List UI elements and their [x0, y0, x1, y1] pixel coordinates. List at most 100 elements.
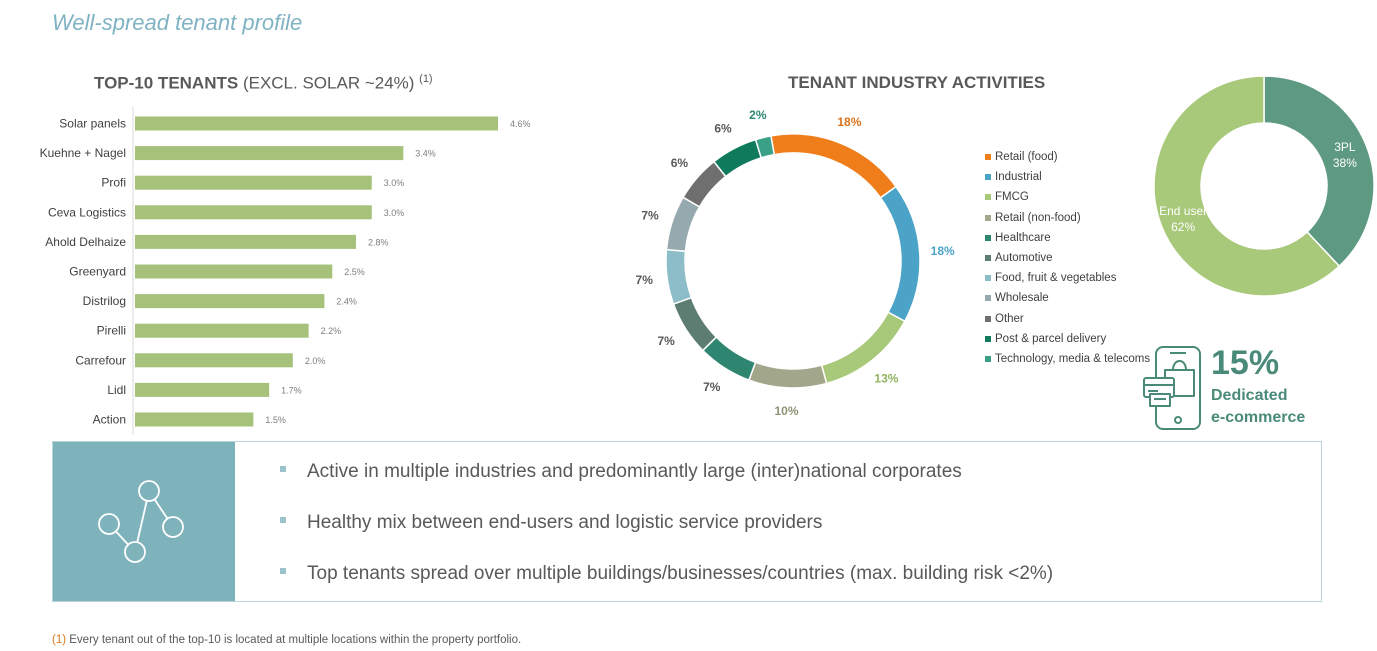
bar-chart-title: TOP-10 TENANTS (EXCL. SOLAR ~24%) (1): [94, 73, 433, 94]
donut-slice: [1153, 75, 1341, 297]
legend-item: Wholesale: [985, 288, 1150, 308]
donut-slice: [672, 296, 718, 352]
bar-category-label: Ahold Delhaize: [45, 235, 126, 249]
donut-slice-label: 13%: [874, 371, 898, 385]
bar-value-label: 3.4%: [415, 149, 436, 159]
bullet-marker: [280, 465, 286, 472]
donut-slice: [747, 361, 828, 389]
legend-label: Healthcare: [995, 231, 1051, 244]
legend-label: Automotive: [995, 252, 1053, 265]
legend-label: Technology, media & telecoms: [995, 352, 1151, 365]
bar-category-label: Lidl: [107, 383, 126, 397]
legend-swatch: [985, 355, 991, 362]
legend-item: Technology, media & telecoms: [985, 349, 1150, 369]
bar-value-label: 2.5%: [344, 267, 365, 277]
legend-swatch: [985, 154, 991, 161]
donut-slice: [879, 185, 921, 323]
highlights-icon-panel: [53, 442, 235, 601]
bar: [135, 146, 404, 161]
page-title: Well-spread tenant profile: [52, 10, 303, 35]
bar-value-label: 2.4%: [336, 297, 357, 307]
bar: [135, 294, 325, 309]
highlight-bullet: Active in multiple industries and predom…: [280, 461, 962, 483]
ecommerce-percent: 15%: [1211, 344, 1280, 382]
bar-category-label: Greenyard: [69, 265, 126, 279]
legend-label: Post & parcel delivery: [995, 332, 1107, 345]
ecommerce-label-line2: e-commerce: [1211, 409, 1306, 426]
legend-swatch: [985, 295, 991, 302]
bar: [135, 382, 270, 397]
top-tenants-bar-chart: Solar panels 4.6% Kuehne + Nagel 3.4% Profi 3…: [40, 107, 531, 435]
legend-swatch: [985, 194, 991, 201]
donut-slice: [665, 248, 693, 305]
industry-donut-chart: 18% 18% 13% 10% 7% 7% 7% 7% 6% 6% 2%: [636, 108, 955, 418]
highlight-text: Top tenants spread over multiple buildin…: [307, 563, 1054, 584]
bar-value-label: 2.8%: [368, 237, 389, 247]
bar-value-label: 3.0%: [384, 178, 405, 188]
legend-label: Wholesale: [995, 292, 1049, 305]
donut-slice-label: 2%: [749, 108, 767, 122]
bar-value-label: 4.6%: [510, 119, 531, 129]
donut-slice-label: 7%: [703, 380, 721, 394]
donut-slice-label: 7%: [636, 273, 654, 287]
donut-slice: [754, 135, 776, 159]
bar: [135, 264, 333, 279]
legend-swatch: [985, 214, 991, 221]
ecommerce-label-line1: Dedicated: [1211, 387, 1288, 404]
legend-item: Food, fruit & vegetables: [985, 268, 1150, 288]
donut-slice: [665, 196, 701, 253]
legend-label: FMCG: [995, 191, 1029, 204]
footnote-mark: (1): [52, 634, 67, 646]
donut-slice-label: 18%: [931, 244, 955, 258]
legend-item: Post & parcel delivery: [985, 329, 1150, 349]
donut-slice-label: 38%: [1333, 156, 1357, 170]
legend-swatch: [985, 275, 991, 282]
footnote-text: Every tenant out of the top-10 is locate…: [66, 634, 522, 646]
donut-slice: [770, 133, 897, 199]
donut-slice-name: 3PL: [1334, 140, 1356, 154]
legend-item: FMCG: [985, 187, 1150, 207]
bar-category-label: Carrefour: [75, 353, 126, 367]
donut-slice-label: 62%: [1171, 220, 1195, 234]
bar: [135, 205, 372, 220]
bar: [135, 353, 293, 368]
donut-slice-label: 6%: [671, 156, 689, 170]
donut-slice: [712, 138, 763, 178]
industry-legend: Retail (food) Industrial FMCG Retail (non-f…: [985, 147, 1150, 369]
donut-slice-label: 7%: [641, 209, 659, 223]
legend-item: Healthcare: [985, 228, 1150, 248]
bar: [135, 412, 254, 427]
bar-chart-title-footnote-mark: (1): [419, 73, 433, 85]
legend-label: Other: [995, 312, 1024, 325]
bar-chart-title-light: (EXCL. SOLAR ~24%): [238, 73, 420, 93]
donut-slice-label: 7%: [658, 334, 676, 348]
bar: [135, 175, 372, 190]
donut-chart-title: TENANT INDUSTRY ACTIVITIES: [788, 73, 1046, 92]
bar-category-label: Distrilog: [83, 294, 126, 308]
donut-slice-label: 18%: [837, 115, 861, 129]
highlights-box: [52, 441, 1322, 602]
legend-item: Industrial: [985, 167, 1150, 187]
donut-slice-label: 6%: [714, 121, 732, 135]
bar-category-label: Action: [93, 413, 126, 427]
bar-value-label: 2.2%: [321, 326, 342, 336]
legend-swatch: [985, 335, 991, 342]
footnote: (1) Every tenant out of the top-10 is lo…: [52, 634, 521, 646]
enduser-3pl-donut-chart: 3PL 38% End user 62%: [1153, 75, 1375, 297]
donut-slice: [1263, 75, 1375, 268]
bar-value-label: 3.0%: [384, 208, 405, 218]
legend-label: Retail (non-food): [995, 211, 1081, 224]
highlight-bullet: Top tenants spread over multiple buildin…: [280, 563, 1053, 585]
legend-swatch: [985, 234, 991, 241]
bar-value-label: 1.5%: [265, 415, 286, 425]
highlight-text: Active in multiple industries and predom…: [307, 461, 962, 482]
donut-slice-label: 10%: [775, 404, 799, 418]
legend-swatch: [985, 315, 991, 322]
bullet-marker: [280, 516, 286, 523]
legend-label: Food, fruit & vegetables: [995, 272, 1117, 285]
bar-category-label: Profi: [101, 176, 126, 190]
legend-swatch: [985, 174, 991, 181]
highlight-bullet: Healthy mix between end-users and logist…: [280, 512, 822, 534]
legend-item: Retail (non-food): [985, 208, 1150, 228]
legend-label: Retail (food): [995, 151, 1058, 164]
